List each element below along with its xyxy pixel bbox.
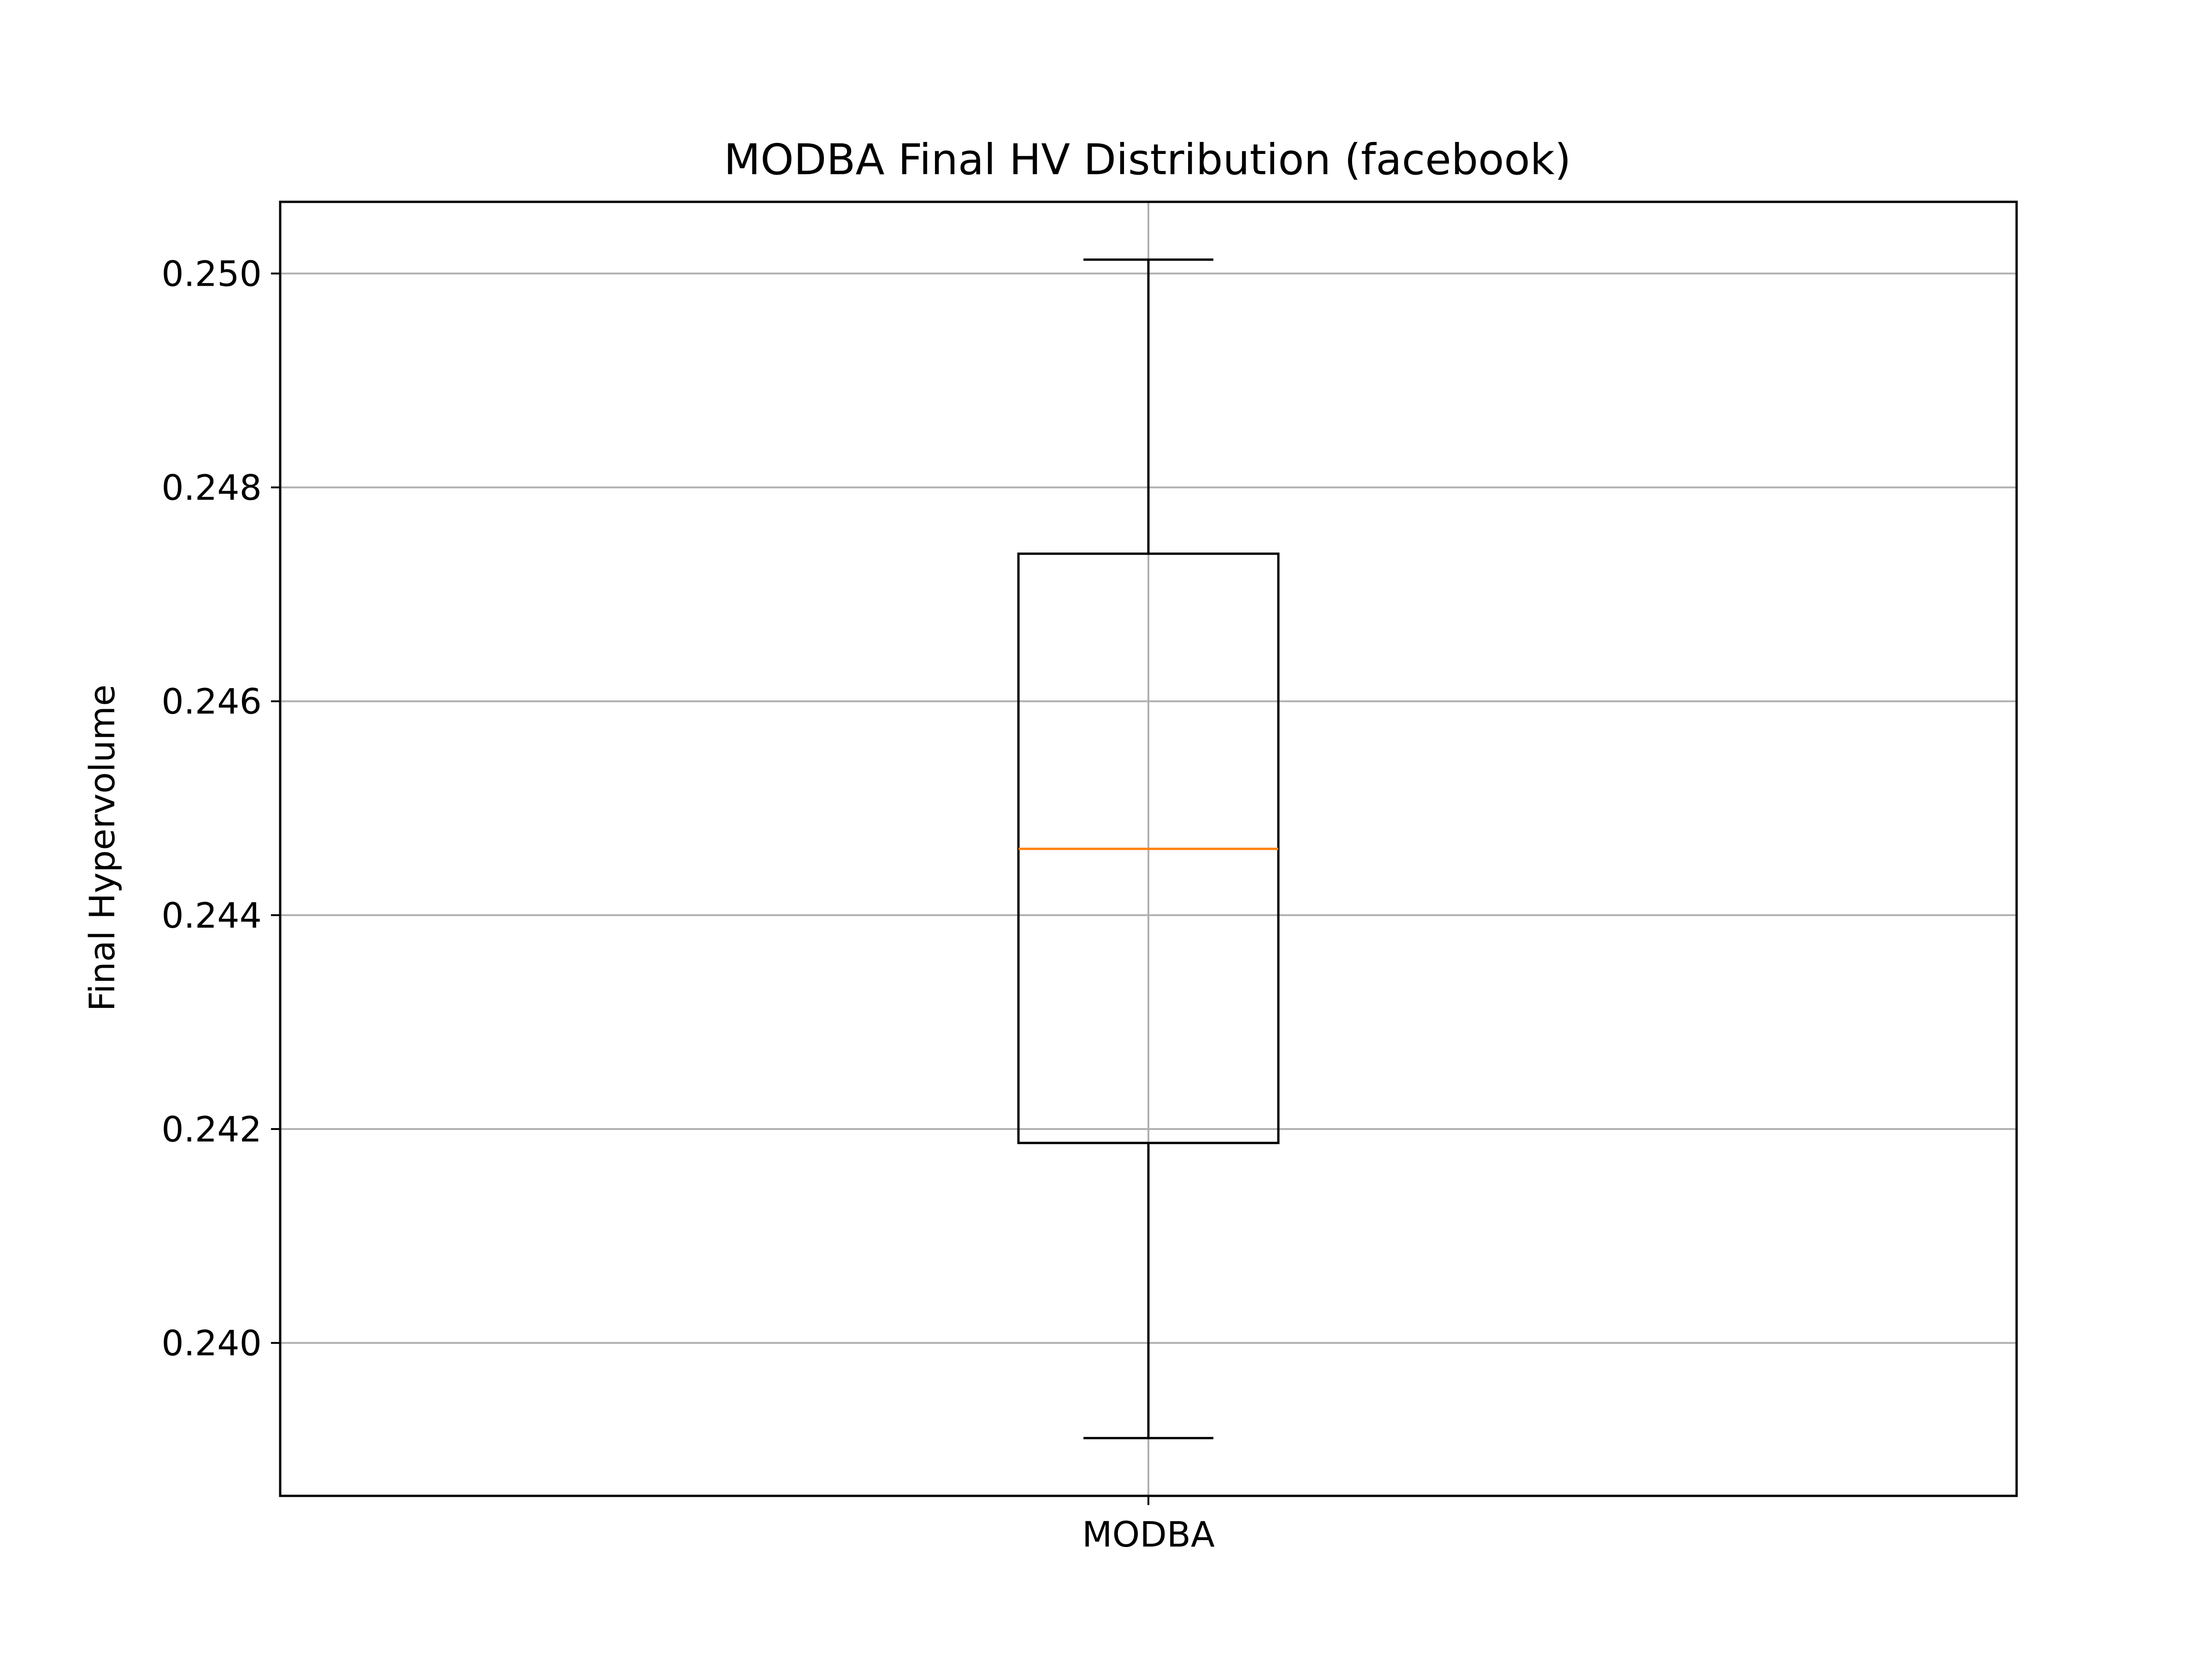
box-modba	[1017, 258, 1280, 1440]
x-tick-label: MODBA	[1082, 1514, 1215, 1555]
chart-title: MODBA Final HV Distribution (facebook)	[724, 135, 1571, 184]
y-tick-label: 0.250	[161, 253, 262, 294]
x-axis-ticks: MODBA	[1082, 1496, 1215, 1555]
y-tick-label: 0.242	[161, 1109, 262, 1150]
y-axis-label: Final Hypervolume	[82, 684, 123, 1011]
y-tick-label: 0.244	[161, 895, 262, 936]
y-tick-label: 0.246	[161, 681, 262, 722]
y-axis-ticks: 0.240 0.242 0.244 0.246 0.248 0.250	[161, 253, 280, 1364]
box-plot-series	[1017, 258, 1280, 1440]
y-tick-label: 0.240	[161, 1323, 262, 1364]
y-tick-label: 0.248	[161, 467, 262, 508]
